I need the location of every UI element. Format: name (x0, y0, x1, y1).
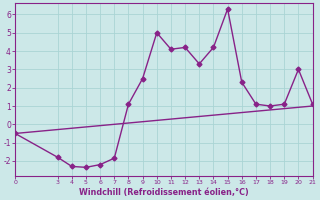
X-axis label: Windchill (Refroidissement éolien,°C): Windchill (Refroidissement éolien,°C) (79, 188, 249, 197)
